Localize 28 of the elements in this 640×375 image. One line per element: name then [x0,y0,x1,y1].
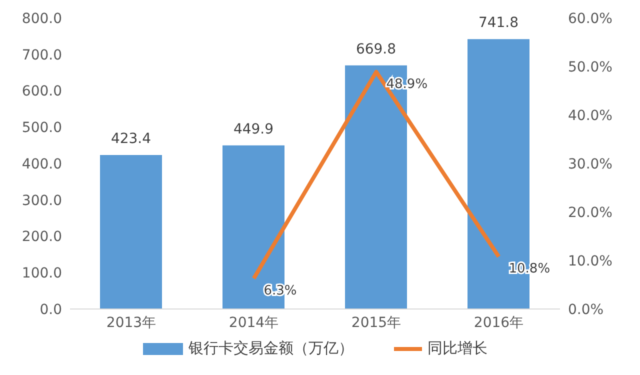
data-label: 741.8 [478,15,519,32]
y-tick-label: 700.0 [22,47,62,64]
y-tick-label: 200.0 [22,229,62,246]
data-label: 423.4 [110,130,152,147]
legend-label: 银行卡交易金额（万亿） [188,339,354,358]
y-tick-label: 800.0 [22,10,62,27]
x-tick-label: 2014年 [228,314,279,331]
x-tick-label: 2013年 [106,314,156,331]
y-tick-label: 400.0 [22,156,62,172]
data-label: 449.9 [233,121,274,138]
y2-tick-label: 20.0% [568,204,612,221]
y-tick-label: 300.0 [22,192,62,209]
y-tick-label: 0.0 [40,302,62,318]
y-tick-label: 600.0 [22,84,62,100]
y2-tick-label: 0.0% [568,302,604,318]
y2-tick-label: 30.0% [568,156,612,172]
legend-label: 同比增长 [428,339,488,358]
bar [100,154,162,309]
data-label: 669.8 [356,41,396,58]
y2-tick-label: 50.0% [568,59,612,76]
x-tick-label: 2016年 [474,314,524,331]
y2-tick-label: 10.0% [568,253,612,270]
x-tick-label: 2015年 [351,314,402,331]
data-label: 48.9% [386,76,428,92]
y2-tick-label: 40.0% [568,108,612,124]
y2-tick-label: 60.0% [568,10,612,27]
y-tick-label: 500.0 [22,120,62,136]
y-tick-label: 100.0 [22,266,62,282]
